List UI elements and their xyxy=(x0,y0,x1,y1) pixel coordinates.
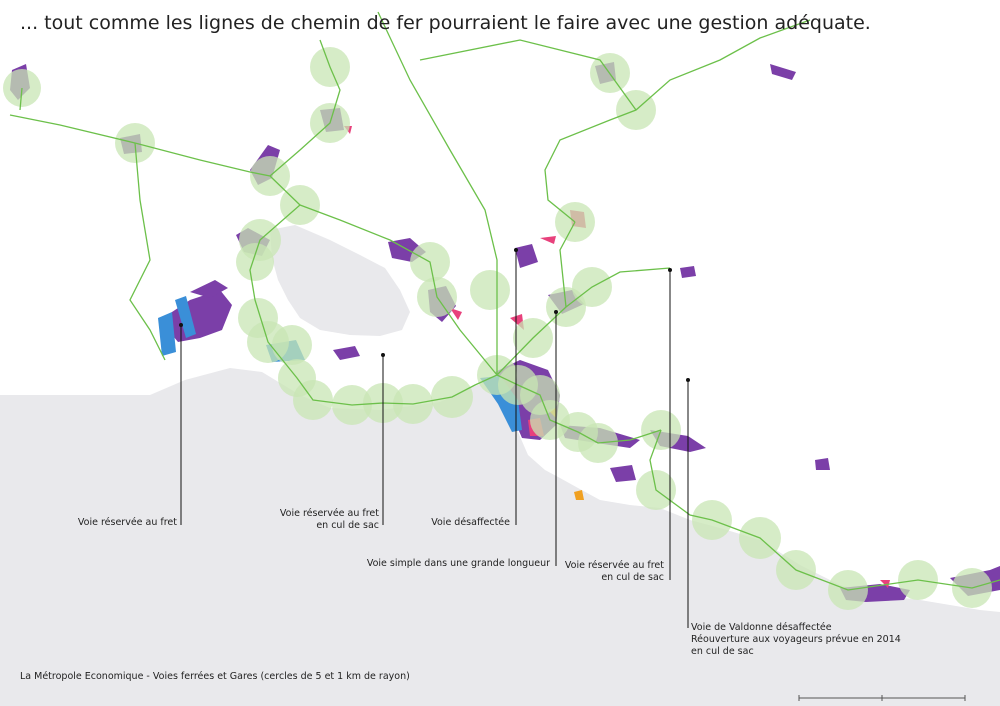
activity-orange xyxy=(574,490,584,500)
commercial-zone xyxy=(450,308,462,320)
label-line: en cul de sac xyxy=(601,572,664,583)
label-fret-cul-de-sac-west: Voie réservée au fret en cul de sac xyxy=(280,508,379,532)
label-fret: Voie réservée au fret xyxy=(78,517,177,529)
railway-line xyxy=(19,87,23,111)
station-buffer xyxy=(470,270,510,310)
leader-points xyxy=(179,248,690,382)
label-line: en cul de sac xyxy=(316,520,379,531)
station-buffer xyxy=(272,325,312,365)
industrial-zone xyxy=(333,346,360,360)
railway-line xyxy=(129,142,166,361)
map-caption: La Métropole Economique - Voies ferrées … xyxy=(20,671,410,682)
industrial-zone xyxy=(815,458,830,470)
commercial-zone xyxy=(540,236,556,244)
leader-point xyxy=(514,248,518,252)
leader-point xyxy=(554,310,558,314)
leader-lines xyxy=(180,250,689,628)
port-zone xyxy=(175,296,196,338)
station-buffer xyxy=(236,243,274,281)
railway-line xyxy=(299,204,498,376)
railway-lines xyxy=(9,11,1000,591)
label-desaffectee: Voie désaffectée xyxy=(431,517,510,529)
railway-line xyxy=(419,39,637,111)
sea-area xyxy=(0,368,1000,706)
railway-line xyxy=(649,429,1000,591)
label-line: en cul de sac xyxy=(691,646,754,657)
industrial-zone xyxy=(610,465,636,482)
leader-point xyxy=(668,268,672,272)
label-line: Voie réservée au fret xyxy=(279,508,379,519)
railway-line xyxy=(9,114,662,444)
leader-point xyxy=(686,378,690,382)
railway-line xyxy=(544,19,811,223)
label-voie-simple: Voie simple dans une grande longueur xyxy=(367,558,550,570)
railway-line xyxy=(559,221,576,308)
industrial-zone xyxy=(515,244,538,268)
leader-point xyxy=(381,353,385,357)
railway-line xyxy=(269,39,341,177)
industrial-zone xyxy=(160,290,232,342)
label-fret-cul-de-sac-east: Voie réservée au fret en cul de sac xyxy=(565,560,664,584)
port-zone xyxy=(158,312,176,356)
label-line: Réouverture aux voyageurs prévue en 2014 xyxy=(691,634,901,645)
industrial-zone xyxy=(770,64,796,80)
commercial-zone xyxy=(880,580,890,588)
lagoon-etang-de-berre xyxy=(270,225,410,336)
scale-bar xyxy=(798,695,966,701)
label-line: Voie réservée au fret xyxy=(564,560,664,571)
map-title: ... tout comme les lignes de chemin de f… xyxy=(20,12,871,34)
railway-line xyxy=(377,11,498,375)
industrial-zone xyxy=(680,266,696,278)
railway-line xyxy=(496,267,671,376)
label-line: Voie de Valdonne désaffectée xyxy=(691,622,832,633)
industrial-zone xyxy=(190,280,228,298)
label-line: Voie réservée au fret xyxy=(77,517,177,528)
label-line: Voie désaffectée xyxy=(431,517,510,528)
label-line: Voie simple dans une grande longueur xyxy=(366,558,550,569)
leader-point xyxy=(179,323,183,327)
label-valdonne: Voie de Valdonne désaffectée Réouverture… xyxy=(691,622,901,658)
